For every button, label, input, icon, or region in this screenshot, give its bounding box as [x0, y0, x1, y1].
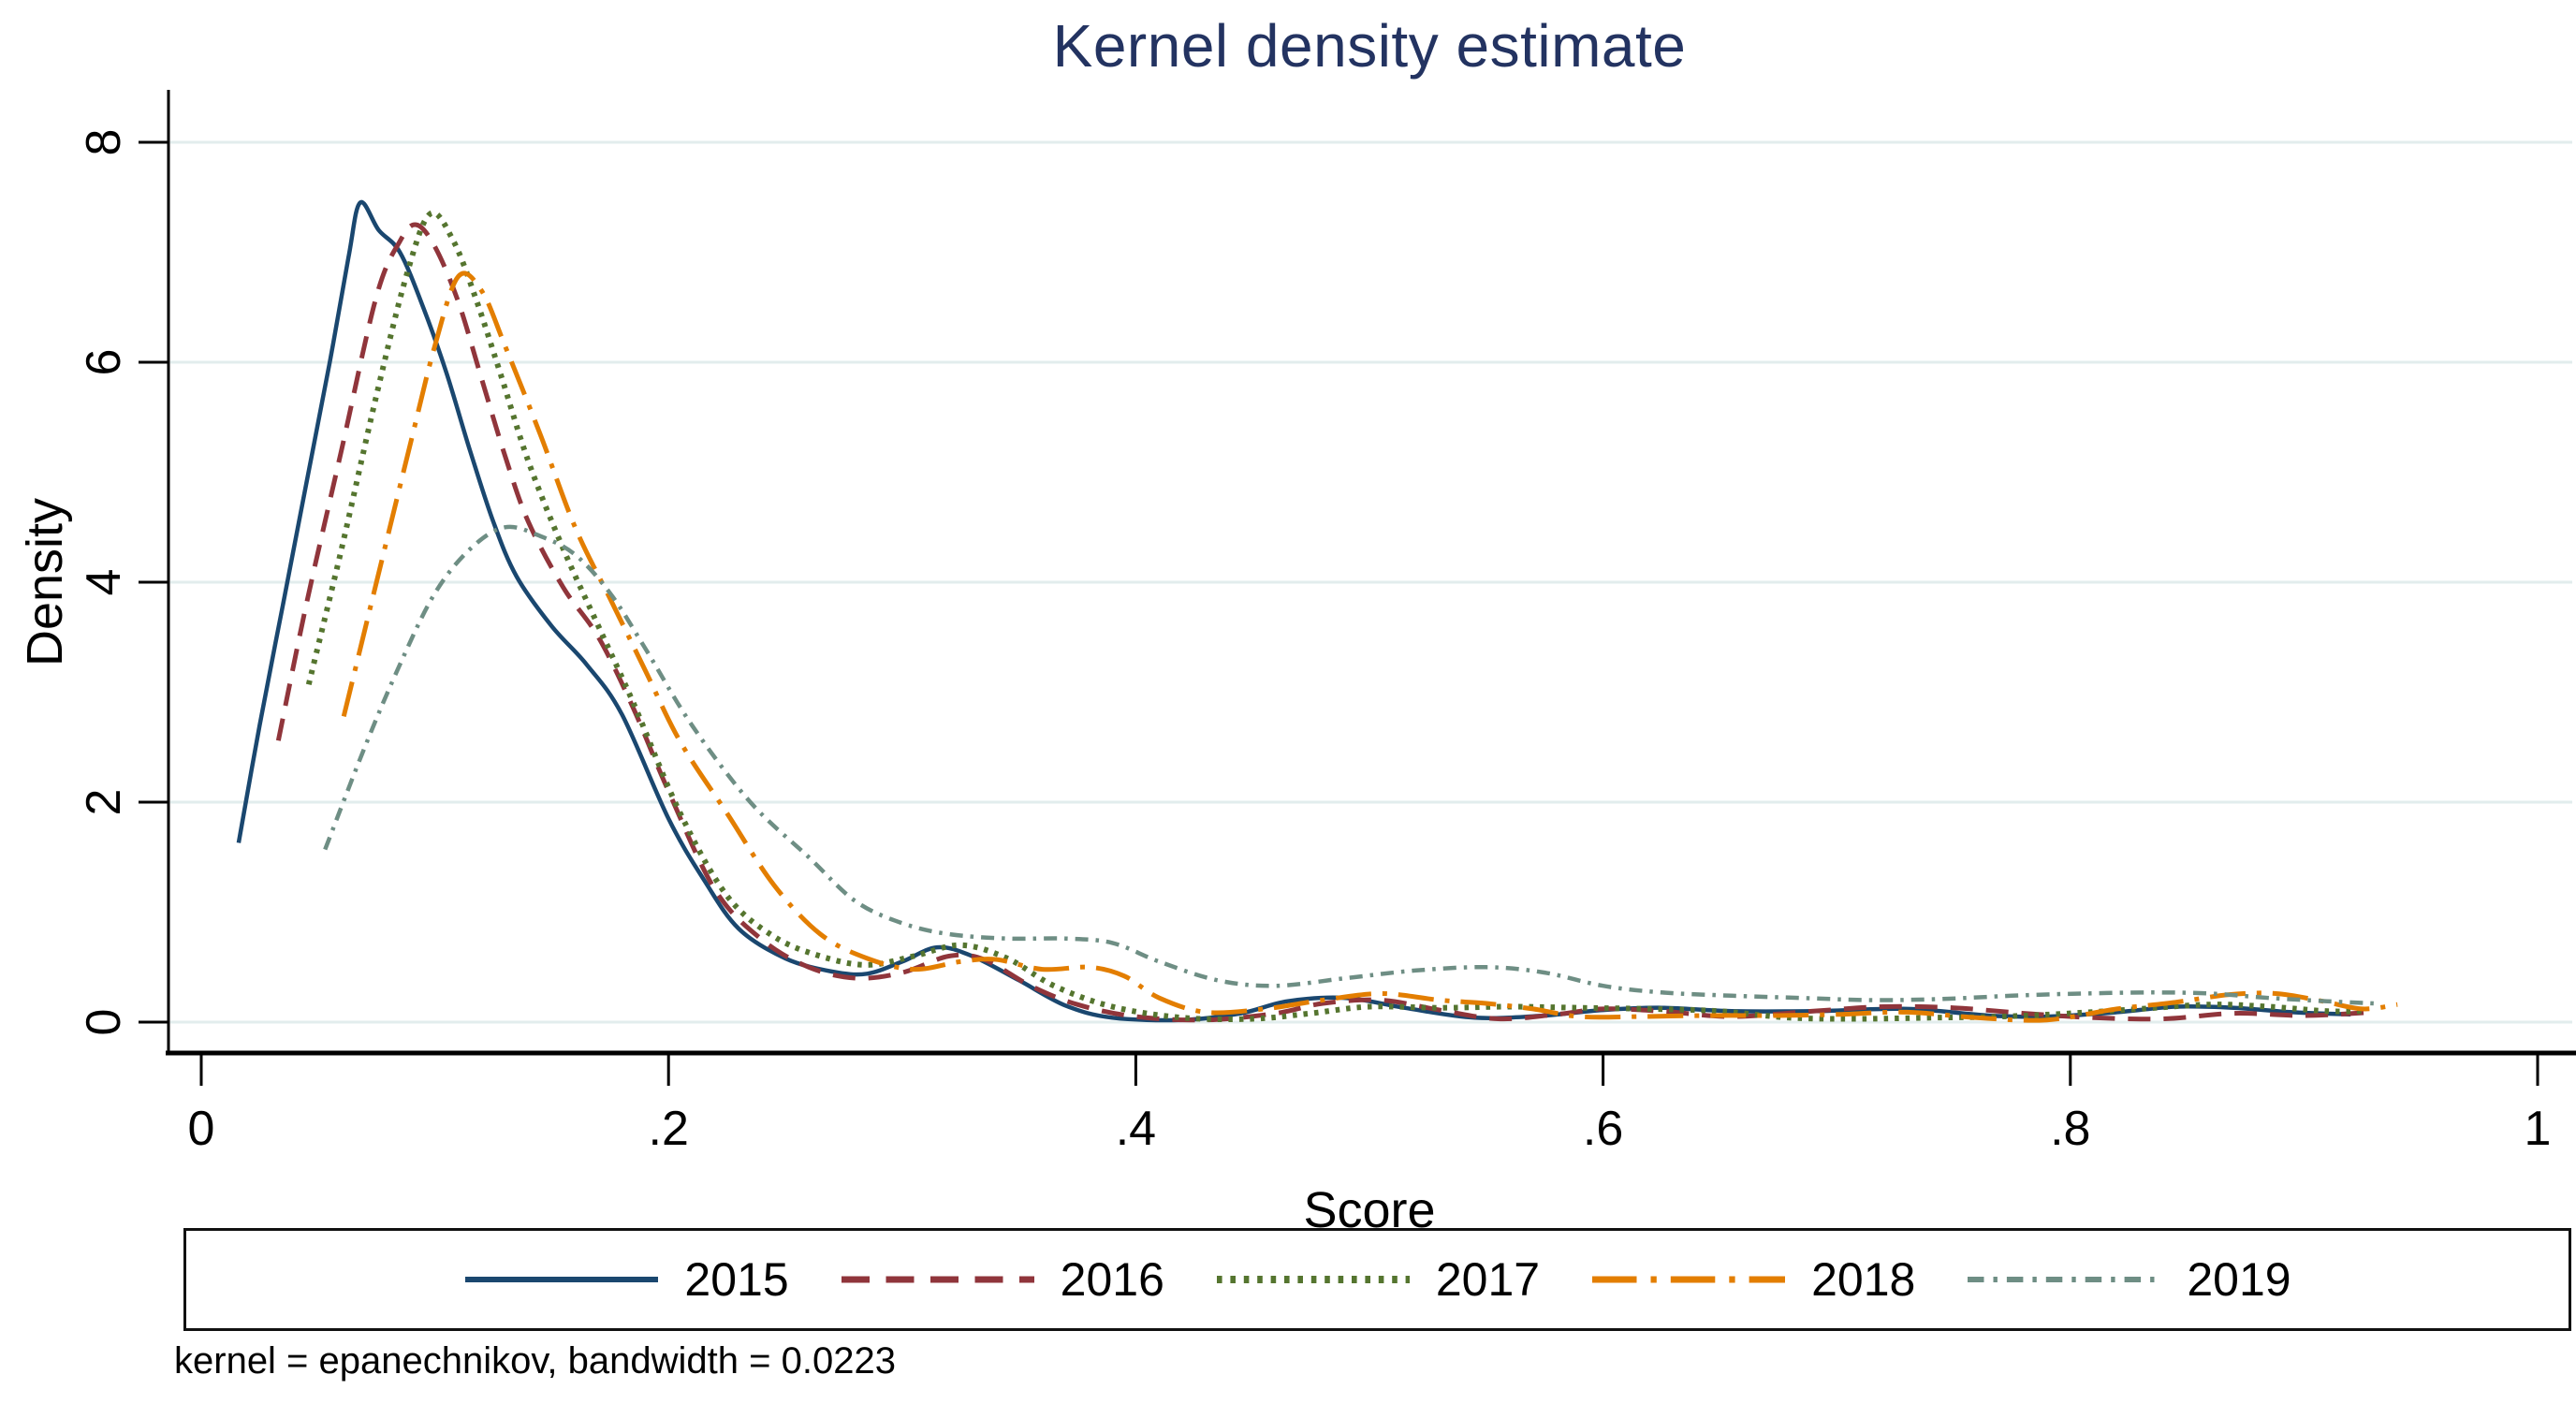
density-curve-2019 — [323, 524, 2375, 1006]
legend-label-2018: 2018 — [1811, 1253, 1916, 1306]
legend: 2015 2016 2017 2018 2019 — [183, 1228, 2571, 1331]
x-tick-label-3: .6 — [1582, 1102, 1624, 1156]
legend-swatch-2016 — [841, 1276, 1034, 1283]
legend-label-2015: 2015 — [684, 1253, 789, 1306]
legend-entry-2017: 2017 — [1215, 1256, 1540, 1303]
legend-swatch-2018 — [1592, 1276, 1786, 1283]
legend-label-2019: 2019 — [2187, 1253, 2291, 1306]
density-curve-2016 — [275, 222, 2375, 1023]
legend-entry-2015: 2015 — [463, 1253, 789, 1306]
y-tick-label-1: 2 — [77, 788, 131, 816]
x-tick-label-2: .4 — [1115, 1102, 1157, 1156]
legend-swatch-2015 — [465, 1277, 659, 1282]
y-tick-label-2: 4 — [77, 568, 131, 596]
legend-entry-2018: 2018 — [1590, 1256, 1915, 1303]
legend-label-2016: 2016 — [1060, 1253, 1164, 1306]
y-tick-label-4: 8 — [77, 128, 131, 156]
legend-entry-2016: 2016 — [840, 1256, 1164, 1303]
chart-title: Kernel density estimate — [1052, 12, 1687, 80]
gridlines — [170, 140, 2572, 1024]
x-tick-label-5: 1 — [2524, 1102, 2552, 1156]
y-tick-label-3: 6 — [77, 348, 131, 376]
legend-swatch-2017 — [1216, 1276, 1410, 1283]
x-tick-label-4: .8 — [2050, 1102, 2091, 1156]
legend-swatch-2019 — [1968, 1277, 2161, 1282]
x-tick-label-1: .2 — [648, 1102, 689, 1156]
y-tick-label-0: 0 — [77, 1008, 131, 1036]
legend-label-2017: 2017 — [1435, 1253, 1541, 1306]
density-curve-2018 — [341, 271, 2398, 1023]
kernel-bandwidth-note: kernel = epanechnikov, bandwidth = 0.022… — [174, 1340, 896, 1382]
density-curve-2017 — [305, 210, 2363, 1023]
y-axis-title: Density — [17, 497, 73, 667]
density-curves — [236, 199, 2398, 1023]
density-curve-2015 — [236, 199, 2351, 1023]
legend-entry-2019: 2019 — [1966, 1256, 2291, 1303]
x-tick-label-0: 0 — [187, 1102, 215, 1156]
axes — [139, 90, 2576, 1086]
